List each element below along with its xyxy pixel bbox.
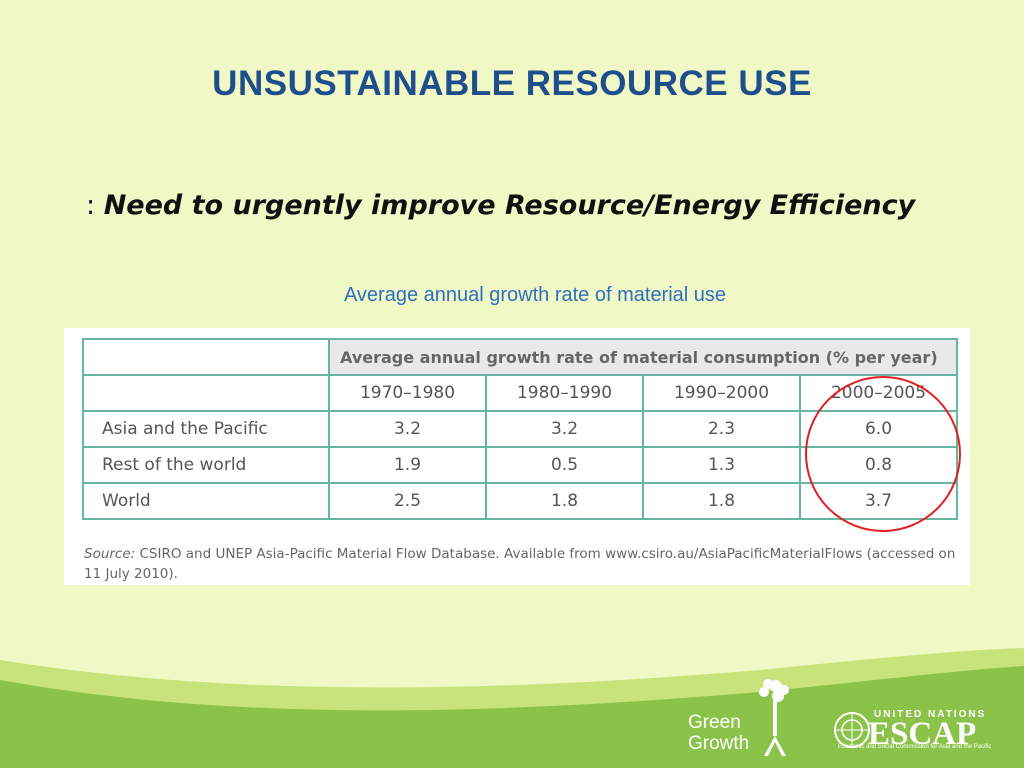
table-cell: 1.8	[485, 482, 644, 520]
green-growth-tree-icon	[759, 679, 789, 756]
column-header: 1980–1990	[485, 374, 644, 412]
column-header: 1990–2000	[642, 374, 801, 412]
table-cell: 1.8	[642, 482, 801, 520]
green-growth-line2: Growth	[688, 733, 750, 754]
table-cell: 3.2	[485, 410, 644, 448]
table-cell: 0.8	[799, 446, 958, 484]
table-blank-cell	[82, 374, 330, 412]
table-row: Asia and the Pacific 3.2 3.2 2.3 6.0	[82, 410, 958, 448]
table-corner-cell	[82, 338, 330, 376]
un-emblem-icon	[834, 712, 870, 748]
green-growth-line1: Green	[688, 712, 741, 733]
escap-logo: ESCAP	[868, 716, 977, 752]
column-header: 1970–1980	[328, 374, 487, 412]
subtitle-emphasis: Need to urgently improve Resource/Energy…	[103, 190, 916, 221]
table-row: Rest of the world 1.9 0.5 1.3 0.8	[82, 446, 958, 484]
row-label: Asia and the Pacific	[82, 410, 330, 448]
table-cell: 6.0	[799, 410, 958, 448]
row-label: Rest of the world	[82, 446, 330, 484]
green-growth-logo: Green Growth	[688, 712, 749, 754]
source-text: CSIRO and UNEP Asia-Pacific Material Flo…	[84, 546, 956, 582]
row-label: World	[82, 482, 330, 520]
escap-united-nations: UNITED NATIONS	[874, 709, 987, 720]
slide-subtitle: : Need to urgently improve Resource/Ener…	[86, 190, 915, 221]
subtitle-prefix: :	[86, 190, 104, 221]
column-header: 2000–2005	[799, 374, 958, 412]
table-cell: 3.2	[328, 410, 487, 448]
escap-description: Economic and Social Commission for Asia …	[838, 744, 992, 750]
source-label: Source:	[84, 546, 136, 562]
table-cell: 3.7	[799, 482, 958, 520]
table-cell: 2.5	[328, 482, 487, 520]
table-columns-row: 1970–1980 1980–1990 1990–2000 2000–2005	[82, 374, 958, 412]
source-note: Source: CSIRO and UNEP Asia-Pacific Mate…	[84, 544, 964, 584]
group-header: Average annual growth rate of material c…	[328, 338, 958, 376]
table-cell: 2.3	[642, 410, 801, 448]
slide-title: UNSUSTAINABLE RESOURCE USE	[212, 64, 812, 103]
growth-rate-table: Average annual growth rate of material c…	[82, 338, 958, 520]
table-cell: 0.5	[485, 446, 644, 484]
table-row: World 2.5 1.8 1.8 3.7	[82, 482, 958, 520]
table-caption: Average annual growth rate of material u…	[343, 284, 727, 306]
table-panel: Average annual growth rate of material c…	[64, 328, 970, 585]
table-cell: 1.9	[328, 446, 487, 484]
table-cell: 1.3	[642, 446, 801, 484]
table-header-row: Average annual growth rate of material c…	[82, 338, 958, 376]
